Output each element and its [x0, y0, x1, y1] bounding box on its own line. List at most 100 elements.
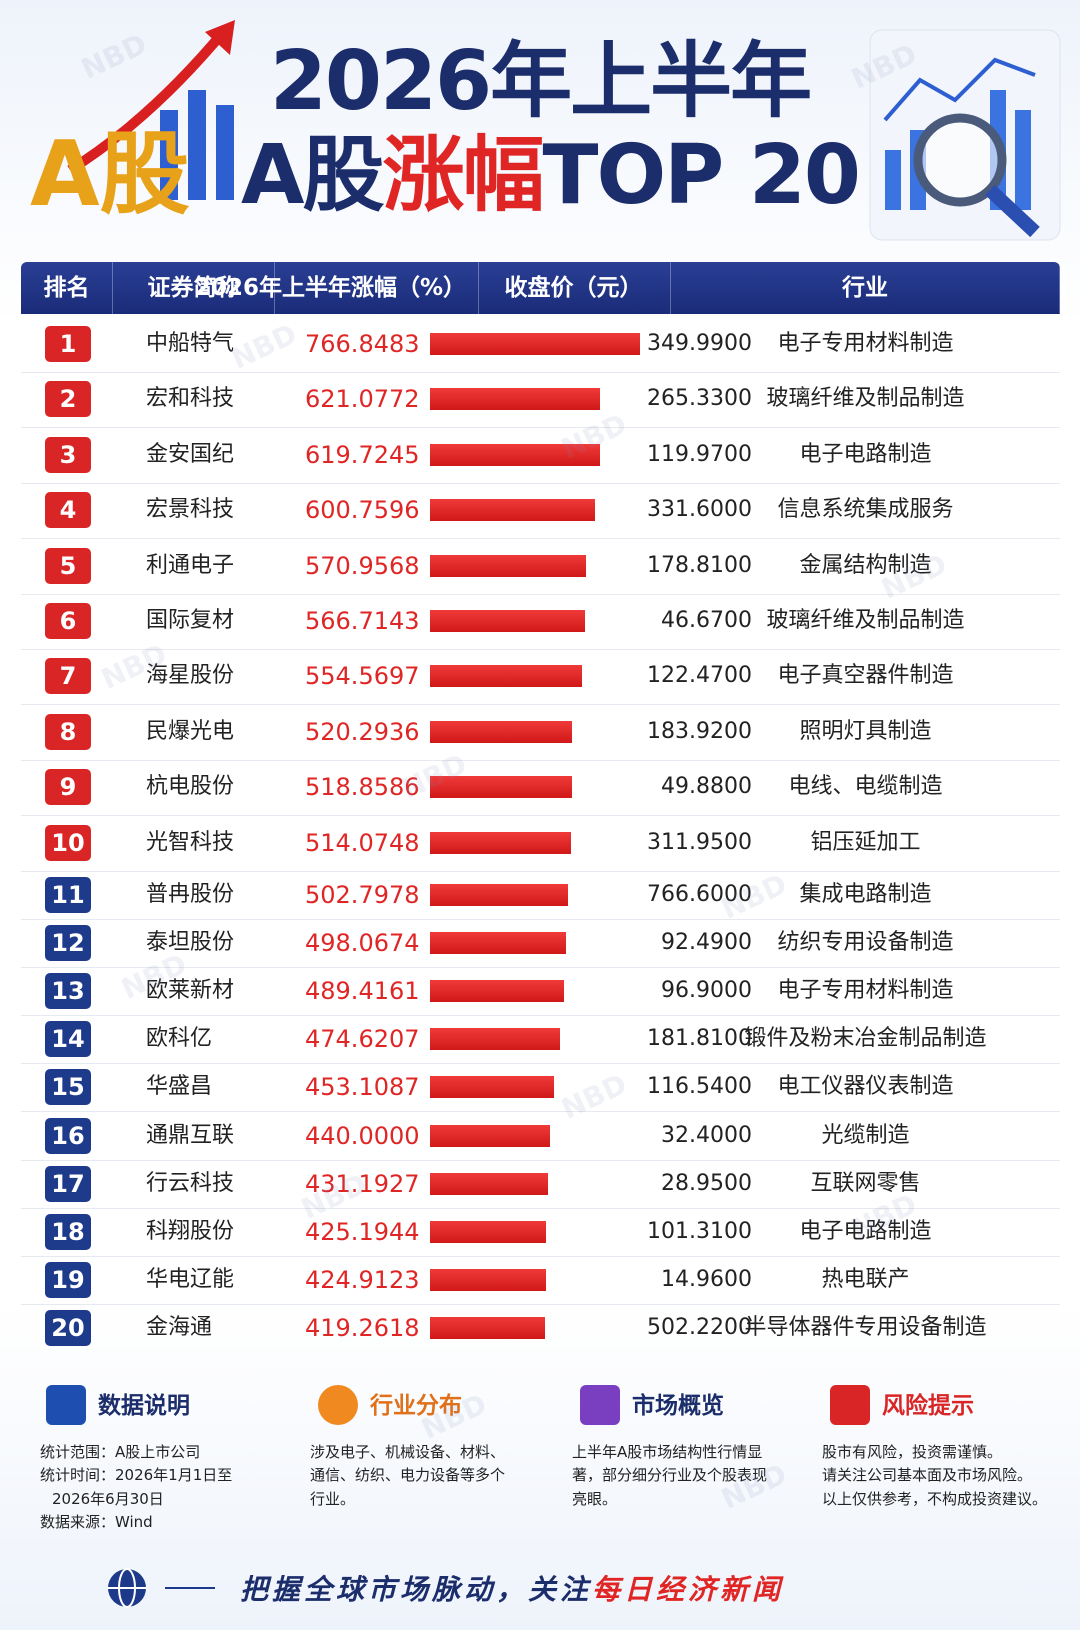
rank-badge: 5: [45, 547, 91, 584]
table-row: 4 宏景科技 600.7596 331.6000 信息系统集成服务: [21, 492, 1060, 540]
industry: 电子电路制造: [799, 441, 932, 467]
gain-bar: [430, 980, 565, 1003]
gain-bar: [430, 1316, 545, 1339]
table-row: 5 利通电子 570.9568 178.8100 金属结构制造: [21, 547, 1060, 595]
chart-icon: [869, 29, 1061, 241]
gain-value: 440.0000: [305, 1121, 420, 1150]
stock-name: 普冉股份: [146, 882, 235, 907]
stock-name: 宏景科技: [146, 497, 235, 523]
close-price: 14.9600: [661, 1266, 752, 1292]
stock-name: 宏和科技: [146, 386, 235, 412]
table-row: 8 民爆光电 520.2936 183.9200 照明灯具制造: [21, 713, 1060, 761]
title-part: A股: [241, 128, 384, 223]
info-icon: [830, 1385, 870, 1425]
industry: 互联网零售: [810, 1170, 921, 1196]
gain-bar: [430, 884, 568, 906]
title-line-2: A股涨幅TOP 20: [240, 108, 861, 227]
close-price: 311.9500: [647, 829, 752, 855]
rank-badge: 11: [45, 877, 91, 913]
gain-bar: [430, 1124, 551, 1147]
gain-bar: [430, 499, 595, 522]
row-divider: [21, 1255, 1060, 1257]
gain-value: 570.9568: [305, 551, 420, 580]
rank-badge: 2: [45, 381, 91, 418]
gain-value: 419.2618: [305, 1313, 420, 1342]
rank-badge: 9: [45, 769, 91, 806]
footer-slogan: 把握全球市场脉动，关注每日经济新闻: [240, 1568, 784, 1608]
gain-bar: [430, 1028, 560, 1051]
stock-name: 欧科亿: [146, 1026, 213, 1052]
stock-name: 光智科技: [146, 829, 235, 855]
info-line: 涉及电子、机械设备、材料、通信、纺织、电力设备等多个行业。: [310, 1443, 506, 1508]
table-row: 17 行云科技 431.1927 28.9500 互联网零售: [21, 1165, 1060, 1209]
gain-value: 520.2936: [305, 717, 420, 746]
industry: 电子真空器件制造: [777, 663, 954, 689]
rank-badge: 6: [45, 603, 91, 639]
row-divider: [21, 704, 1060, 706]
gain-value: 619.7245: [305, 440, 420, 469]
info-icon: [46, 1385, 86, 1425]
footer: 把握全球市场脉动，关注每日经济新闻: [105, 1562, 975, 1612]
rank-badge: 10: [45, 824, 91, 861]
rank-badge: 8: [45, 713, 91, 750]
table-row: 16 通鼎互联 440.0000 32.4000 光缆制造: [21, 1117, 1060, 1161]
gain-value: 600.7596: [305, 496, 420, 525]
gain-value: 566.7143: [305, 607, 420, 635]
row-divider: [21, 1015, 1060, 1017]
stock-name: 海星股份: [146, 663, 235, 689]
industry: 信息系统集成服务: [777, 497, 954, 523]
column-header: 行业: [671, 262, 1060, 314]
industry: 热电联产: [821, 1266, 910, 1292]
rank-badge: 4: [45, 492, 91, 529]
close-price: 178.8100: [647, 552, 752, 578]
stock-name: 泰坦股份: [146, 930, 235, 956]
gain-bar: [430, 932, 567, 955]
close-price: 101.3100: [647, 1218, 752, 1244]
gain-bar: [430, 776, 573, 799]
industry: 电子专用材料制造: [777, 978, 954, 1004]
footer-text: 把握全球市场脉动，关注: [240, 1573, 593, 1606]
logo-art: A股: [30, 20, 235, 220]
rank-badge: 17: [45, 1165, 91, 1202]
info-box: 行业分布 涉及电子、机械设备、材料、通信、纺织、电力设备等多个行业。: [310, 1385, 510, 1511]
globe-icon: [108, 1568, 146, 1608]
row-divider: [21, 593, 1060, 595]
table-row: 11 普冉股份 502.7978 766.6000 集成电路制造: [21, 877, 1060, 920]
gain-value: 474.6207: [305, 1025, 420, 1054]
column-header: 收盘价（元）: [477, 262, 671, 314]
close-price: 183.9200: [647, 718, 752, 744]
industry: 电子专用材料制造: [777, 331, 954, 356]
table-row: 9 杭电股份 518.8586 49.8800 电线、电缆制造: [21, 769, 1060, 817]
stock-name: 行云科技: [146, 1170, 235, 1196]
table-row: 3 金安国纪 619.7245 119.9700 电子电路制造: [21, 436, 1060, 484]
rank-badge: 12: [45, 925, 91, 962]
close-price: 331.6000: [647, 497, 752, 523]
gain-value: 489.4161: [305, 977, 420, 1006]
row-divider: [21, 1063, 1060, 1065]
table-row: 2 宏和科技 621.0772 265.3300 玻璃纤维及制品制造: [21, 381, 1060, 429]
table-row: 18 科翔股份 425.1944 101.3100 电子电路制造: [21, 1213, 1060, 1257]
footer-brand: 每日经济新闻: [592, 1573, 785, 1606]
industry: 电工仪器仪表制造: [777, 1074, 954, 1100]
table-row: 13 欧莱新材 489.4161 96.9000 电子专用材料制造: [21, 973, 1060, 1017]
column-header: 2026年上半年涨幅（%）: [183, 262, 479, 314]
gain-value: 518.8586: [305, 773, 420, 802]
row-divider: [21, 870, 1060, 872]
divider: [165, 1587, 215, 1589]
gain-value: 621.0772: [305, 385, 420, 414]
close-price: 265.3300: [647, 386, 752, 412]
industry: 玻璃纤维及制品制造: [766, 386, 965, 412]
stock-name: 杭电股份: [146, 774, 235, 800]
close-price: 96.9000: [661, 978, 752, 1004]
gain-bar: [430, 1172, 549, 1195]
info-title: 数据说明: [98, 1393, 190, 1419]
rank-badge: 13: [45, 973, 91, 1010]
close-price: 32.4000: [661, 1122, 752, 1148]
industry: 纺织专用设备制造: [777, 930, 954, 956]
stock-name: 华盛昌: [146, 1074, 213, 1100]
info-icon: [318, 1385, 358, 1425]
row-divider: [21, 372, 1060, 373]
table-row: 19 华电辽能 424.9123 14.9600 热电联产: [21, 1261, 1060, 1305]
info-line: 请关注公司基本面及市场风险。: [822, 1466, 1033, 1485]
table-row: 20 金海通 419.2618 502.2200 半导体器件专用设备制造: [21, 1309, 1060, 1346]
